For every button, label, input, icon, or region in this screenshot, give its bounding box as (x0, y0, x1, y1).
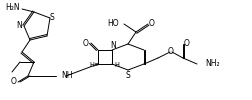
Text: HO: HO (107, 20, 118, 28)
Text: S: S (125, 70, 130, 80)
Text: H: H (89, 62, 94, 68)
Text: N: N (16, 22, 22, 30)
Text: O: O (167, 46, 173, 56)
Text: O: O (11, 78, 17, 86)
Text: NH: NH (61, 70, 72, 80)
Text: S: S (49, 12, 54, 22)
Text: NH₂: NH₂ (204, 60, 219, 68)
Text: O: O (83, 38, 89, 48)
Text: O: O (148, 20, 154, 28)
Text: H: H (114, 62, 119, 68)
Text: H₂N: H₂N (5, 4, 20, 12)
Text: N: N (110, 42, 115, 50)
Text: O: O (183, 40, 189, 48)
